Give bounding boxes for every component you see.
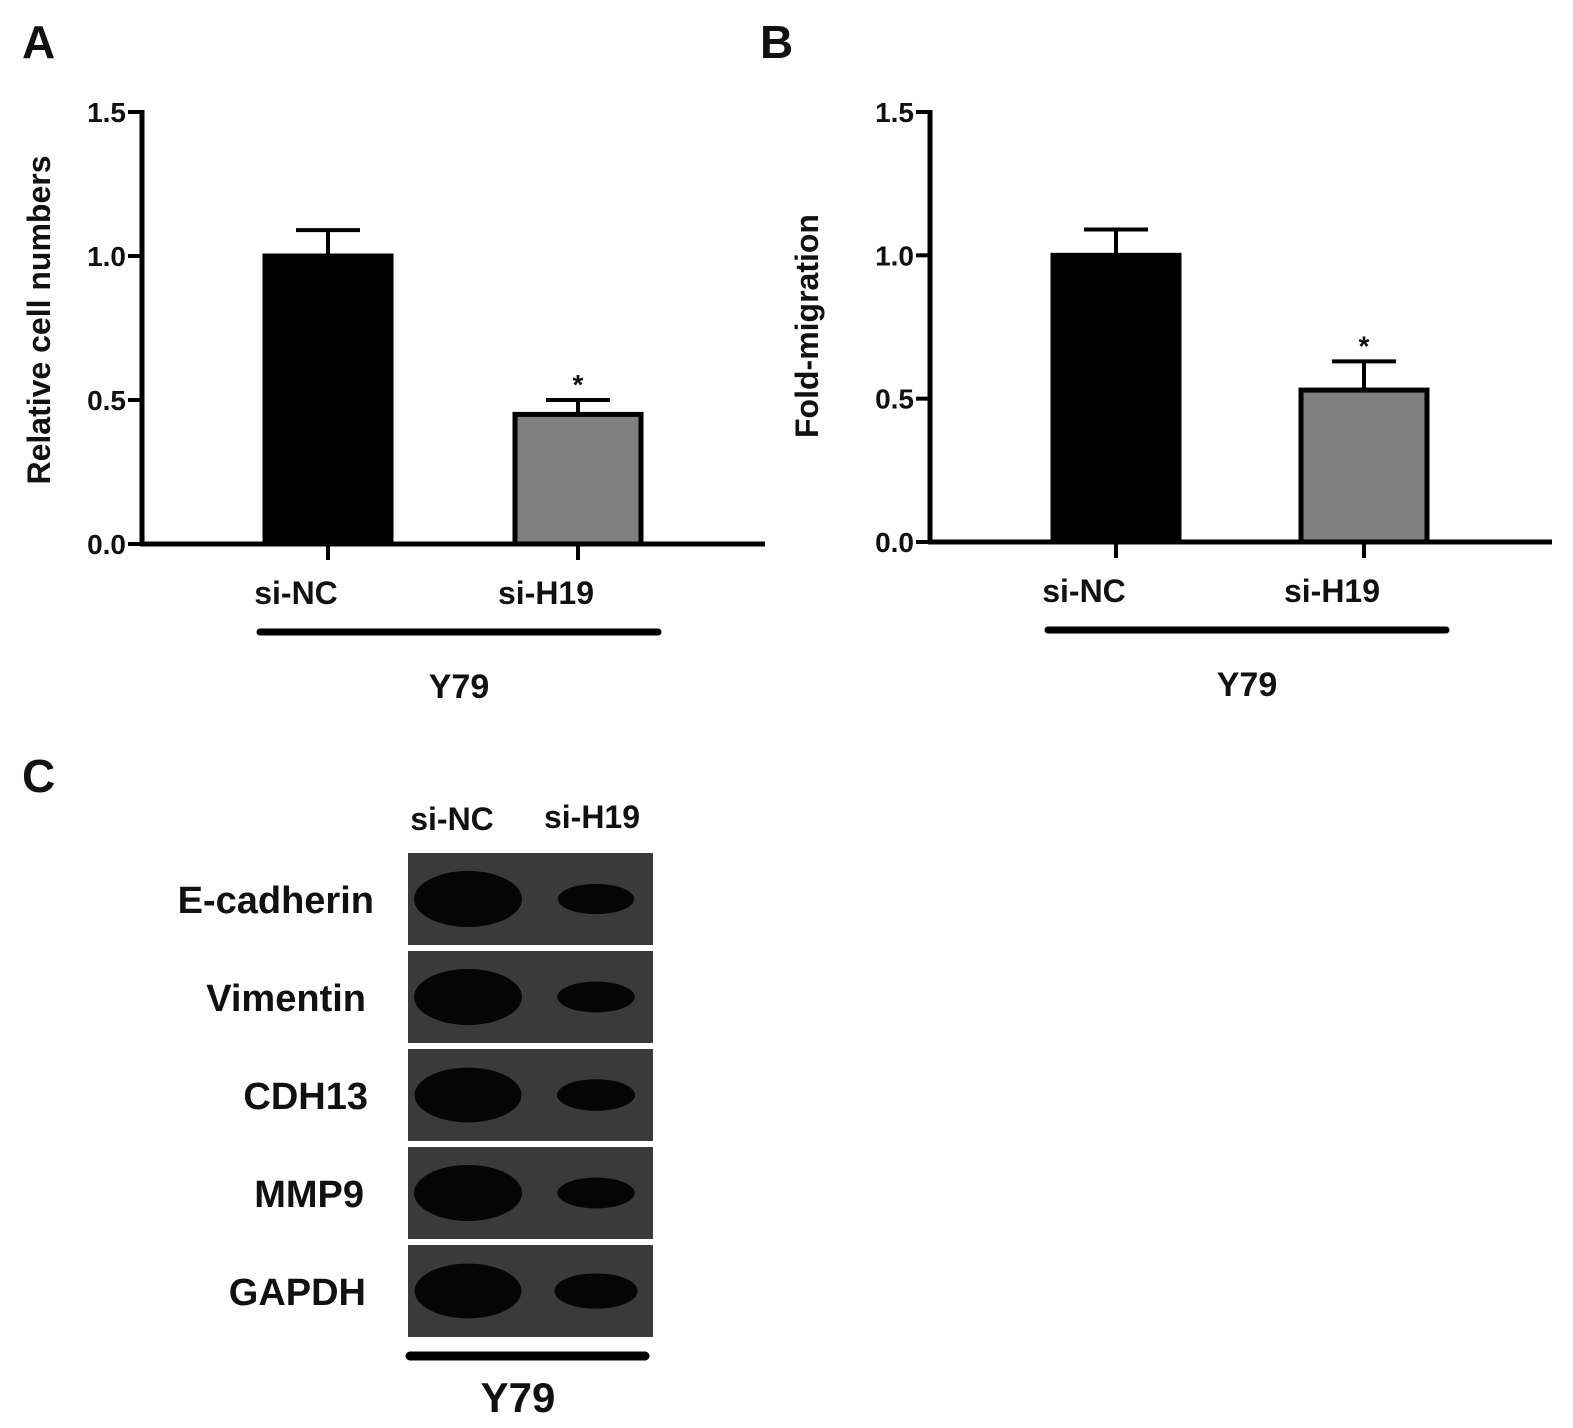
y-tick-label: 1.5 [87, 97, 126, 128]
blot-group-label: Y79 [481, 1374, 556, 1421]
blot-row-label: Vimentin [206, 978, 366, 1020]
group-label: Y79 [429, 668, 490, 706]
chart-a: 0.0 0.5 1.0 1.5 Relative cell numbers si-NC * s… [21, 97, 765, 706]
blot-band [414, 1067, 522, 1123]
y-tick-label: 1.0 [87, 241, 126, 272]
blot-band [554, 1273, 638, 1309]
group-label: Y79 [1217, 666, 1278, 704]
blot-band [414, 1263, 522, 1319]
x-tick-label: si-H19 [1284, 573, 1380, 609]
x-tick-label: si-NC [1042, 573, 1126, 609]
blot-row-label: MMP9 [254, 1174, 364, 1216]
blot-row-label: GAPDH [229, 1272, 366, 1314]
y-tick-label: 0.5 [87, 385, 126, 416]
blot-row-label: E-cadherin [178, 880, 374, 922]
blot-lane-label-si-h19: si-H19 [544, 799, 640, 835]
blot-band [414, 871, 522, 927]
bar-si-nc [262, 253, 394, 547]
panel-c-letter: C [22, 750, 55, 802]
blot-band [557, 1177, 635, 1209]
blot-band [414, 1165, 522, 1221]
blot-band [557, 883, 635, 915]
y-axis-label: Relative cell numbers [21, 155, 57, 484]
blot-band [556, 1079, 636, 1111]
panel-b-letter: B [760, 16, 793, 68]
bar-si-nc [1050, 252, 1182, 545]
y-tick-label: 0.5 [875, 384, 914, 415]
panel-a-letter: A [22, 16, 55, 68]
chart-b: 0.0 0.5 1.0 1.5 Fold-migration si-NC * si-H19 Y7… [789, 97, 1552, 704]
y-tick-label: 1.0 [875, 240, 914, 271]
x-tick-label: si-H19 [498, 575, 594, 611]
y-tick-label: 0.0 [875, 527, 914, 558]
blot-band [414, 969, 522, 1025]
x-tick-label: si-NC [254, 575, 338, 611]
significance-marker: * [573, 369, 584, 400]
blot-row-label: CDH13 [243, 1076, 368, 1118]
western-blot: E-cadherin Vimentin CDH13 MMP9 GAPDH [178, 853, 653, 1337]
bar-si-h19 [1298, 387, 1430, 545]
significance-marker: * [1359, 330, 1370, 361]
blot-lane-label-si-nc: si-NC [410, 801, 494, 837]
bar-si-h19 [512, 411, 644, 547]
blot-band [557, 981, 635, 1013]
y-axis-label: Fold-migration [789, 214, 825, 438]
y-tick-label: 1.5 [875, 97, 914, 128]
y-tick-label: 0.0 [87, 529, 126, 560]
